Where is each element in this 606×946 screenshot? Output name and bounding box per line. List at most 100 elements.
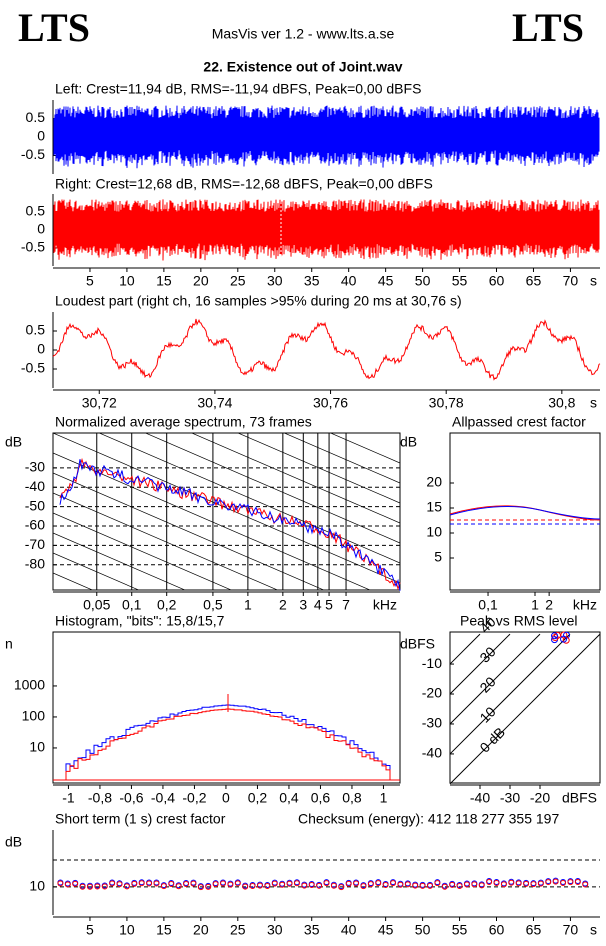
panel-title: Histogram, "bits": 15,8/15,7 [55,613,225,629]
x-tick-label: 70 [563,922,579,938]
point [552,878,559,885]
x-tick-label: 60 [489,922,505,938]
y-tick-label: 15 [426,499,442,515]
y-tick-label: 10 [29,739,45,755]
x-tick-label: 1 [244,597,252,613]
point [57,880,64,887]
y-tick-label: 10 [29,878,45,894]
slope-line [53,532,186,590]
x-tick-label: 0,05 [83,597,110,613]
slope-line [53,472,325,590]
waveform [53,105,600,169]
point [390,880,397,887]
point [123,883,130,890]
y-tick-label: -60 [25,517,45,533]
diagonal [449,633,481,665]
x-tick-label: -0,2 [182,790,206,806]
y-unit: dB [400,434,417,450]
y-tick-label: -40 [25,478,45,494]
point [138,880,145,887]
point [471,881,478,888]
y-tick-label: -80 [25,556,45,572]
plot-frame [52,432,401,591]
panel-title: Loudest part (right ch, 16 samples >95% … [55,293,462,309]
x-tick-label: 45 [378,922,394,938]
panel-title: Normalized average spectrum, 73 frames [55,414,312,430]
x-tick-label: 4 [314,597,322,613]
x-tick-label: -0,4 [151,790,175,806]
y-tick-label: -30 [25,459,45,475]
x-tick-label: 35 [304,273,320,289]
diagonal [449,633,571,755]
panel-title: Right: Crest=12,68 dB, RMS=-12,68 dBFS, … [55,176,433,192]
crest-curve [449,505,601,520]
point [478,882,485,889]
x-tick-label: -0,8 [88,790,112,806]
slope-line [329,433,400,464]
slope-line [53,492,279,590]
point [153,880,160,887]
point [293,880,300,887]
point [301,882,308,889]
x-tick-label: 10 [119,273,135,289]
point [493,880,500,887]
x-tick-label: -40 [470,790,490,806]
point [197,884,204,891]
x-tick-label: 0,1 [122,597,142,613]
slope-line [53,572,94,590]
x-tick-label: 3 [299,597,307,613]
y-tick-label: 0.5 [26,322,46,338]
y-tick-label: 20 [426,474,442,490]
x-tick-label: 35 [304,922,320,938]
point [456,882,463,889]
y-tick-label: -30 [422,715,442,731]
logo: LTS [18,5,90,50]
y-unit: n [5,636,13,652]
y-tick-label: 0.5 [26,203,46,219]
x-tick-label: 0,2 [157,597,177,613]
x-tick-label: 1 [380,790,388,806]
histogram-curve [65,708,391,780]
point [234,880,241,887]
y-tick-label: -20 [422,685,442,701]
x-tick-label: 7 [342,597,350,613]
x-unit: kHz [373,597,397,613]
x-tick-label: 0,6 [311,790,331,806]
x-tick-label: 20 [193,922,209,938]
x-tick-label: 60 [489,273,505,289]
point [330,882,337,889]
point [190,880,197,887]
panel-title: Allpassed crest factor [452,414,586,430]
diagonal-label: 0 dB [476,724,508,756]
x-tick-label: 5 [325,597,333,613]
point [316,882,323,889]
diagonal-label: 30 [476,643,498,665]
x-tick-label: 55 [452,922,468,938]
x-tick-label: 20 [193,273,209,289]
histogram-curve [65,704,391,780]
x-tick-label: 2 [279,597,287,613]
point [86,883,93,890]
y-tick-label: -10 [422,655,442,671]
x-tick-label: 0 [222,790,230,806]
point [426,882,433,889]
y-tick-label: -0.5 [21,239,45,255]
panel-title: Short term (1 s) crest factor [55,811,226,827]
x-tick-label: 0,2 [248,790,268,806]
point [286,880,293,887]
point [582,881,589,888]
point [79,883,86,890]
point [537,880,544,887]
x-tick-label: 0,5 [203,597,223,613]
x-unit: s [590,922,597,938]
x-tick-label: 45 [378,273,394,289]
y-tick-label: 5 [434,549,442,565]
point [109,880,116,887]
x-tick-label: 10 [119,922,135,938]
slope-line [53,633,400,783]
point [271,880,278,887]
point [367,881,374,888]
x-tick-label: 1 [531,597,539,613]
panel-title: Left: Crest=11,94 dB, RMS=-11,94 dBFS, P… [55,81,421,97]
